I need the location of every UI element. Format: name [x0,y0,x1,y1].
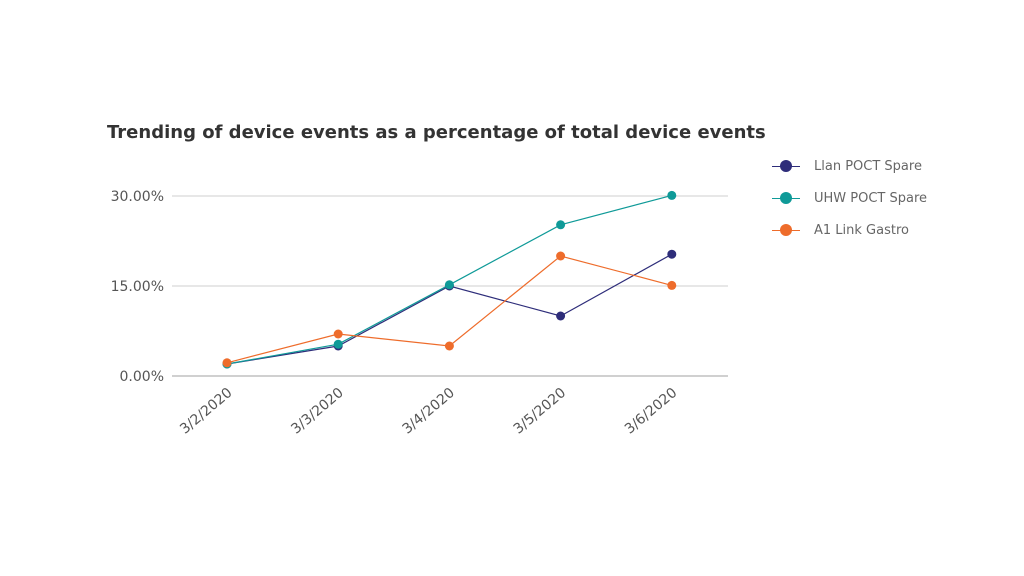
y-tick-label: 30.00% [111,189,164,205]
data-point [333,339,343,349]
legend-swatch-a1-link-gastro [772,224,800,236]
y-tick-label: 15.00% [111,279,164,295]
data-point [444,280,454,290]
x-tick-label: 3/5/2020 [511,385,569,438]
legend-item-llan-poct-spare[interactable]: Llan POCT Spare [772,150,927,182]
x-tick-label: 3/6/2020 [622,385,680,438]
data-point [667,280,677,290]
chart-title: Trending of device events as a percentag… [107,122,766,143]
data-point [444,341,454,351]
x-tick-label: 3/3/2020 [288,385,346,438]
data-point [556,220,566,230]
legend-label: UHW POCT Spare [814,190,928,206]
data-point [667,249,677,259]
data-point [333,329,343,339]
legend-label: Llan POCT Spare [814,158,922,174]
y-tick-label: 0.00% [120,369,164,385]
legend-dot [780,160,792,172]
legend-item-uhw-poct-spare[interactable]: UHW POCT Spare [772,182,927,214]
legend-swatch-uhw-poct-spare [772,192,800,204]
data-point [222,358,232,368]
legend: Llan POCT Spare UHW POCT Spare A1 Link G… [772,150,927,246]
data-point [667,190,677,200]
x-tick-label: 3/2/2020 [177,385,235,438]
legend-swatch-llan-poct-spare [772,160,800,172]
legend-label: A1 Link Gastro [814,222,909,238]
legend-dot [780,192,792,204]
legend-item-a1-link-gastro[interactable]: A1 Link Gastro [772,214,927,246]
series-line-1 [226,194,672,365]
legend-dot [780,224,792,236]
data-point [556,311,566,321]
data-point [556,251,566,261]
x-tick-label: 3/4/2020 [400,385,458,438]
